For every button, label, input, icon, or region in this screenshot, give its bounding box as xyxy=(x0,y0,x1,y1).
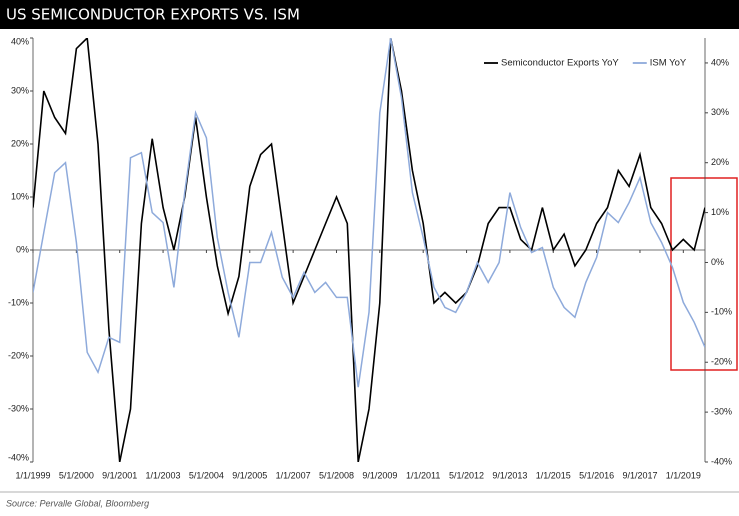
x-tick-label: 9/1/2001 xyxy=(102,470,137,480)
x-tick-label: 1/1/2003 xyxy=(146,470,181,480)
y-tick-label: 10% xyxy=(11,191,29,201)
y2-tick-label: -40% xyxy=(711,456,732,466)
x-tick-label: 5/1/2008 xyxy=(319,470,354,480)
y-tick-label: 30% xyxy=(11,85,29,95)
x-tick-label: 1/1/2015 xyxy=(536,470,571,480)
y2-tick-label: -20% xyxy=(711,357,732,367)
y-tick-label: -30% xyxy=(8,403,29,413)
y-tick-label: 40% xyxy=(11,36,29,46)
y-tick-label: -20% xyxy=(8,350,29,360)
x-tick-label: 5/1/2016 xyxy=(579,470,614,480)
y2-tick-label: 40% xyxy=(711,57,729,67)
y2-tick-label: -30% xyxy=(711,406,732,416)
y-tick-label: -40% xyxy=(8,452,29,462)
y2-tick-label: 0% xyxy=(711,257,724,267)
chart-title: US SEMICONDUCTOR EXPORTS VS. ISM xyxy=(6,6,300,24)
x-tick-label: 1/1/1999 xyxy=(15,470,50,480)
y2-tick-label: 10% xyxy=(711,207,729,217)
y-tick-label: 0% xyxy=(16,244,29,254)
x-tick-label: 1/1/2011 xyxy=(406,470,440,480)
x-tick-label: 9/1/2013 xyxy=(492,470,527,480)
source: Source: Pervalle Global, Bloomberg xyxy=(6,498,149,508)
series-line xyxy=(33,38,705,462)
title-bar xyxy=(0,0,739,29)
y2-tick-label: 30% xyxy=(711,107,729,117)
y-tick-label: 20% xyxy=(11,138,29,148)
x-tick-label: 9/1/2005 xyxy=(232,470,267,480)
x-tick-label: 9/1/2017 xyxy=(622,470,657,480)
x-tick-label: 5/1/2004 xyxy=(189,470,224,480)
x-tick-label: 5/1/2012 xyxy=(449,470,484,480)
y2-tick-label: -10% xyxy=(711,307,732,317)
x-tick-label: 1/1/2019 xyxy=(666,470,701,480)
x-tick-label: 9/1/2009 xyxy=(362,470,397,480)
x-tick-label: 5/1/2000 xyxy=(59,470,94,480)
y2-tick-label: 20% xyxy=(711,157,729,167)
highlight-box xyxy=(670,177,738,371)
x-tick-label: 1/1/2007 xyxy=(276,470,311,480)
plot-area xyxy=(33,38,705,462)
legend-label: Semiconductor Exports YoY xyxy=(501,58,619,69)
y-tick-label: -10% xyxy=(8,297,29,307)
legend-label: ISM YoY xyxy=(650,58,687,69)
series-line xyxy=(33,38,705,388)
